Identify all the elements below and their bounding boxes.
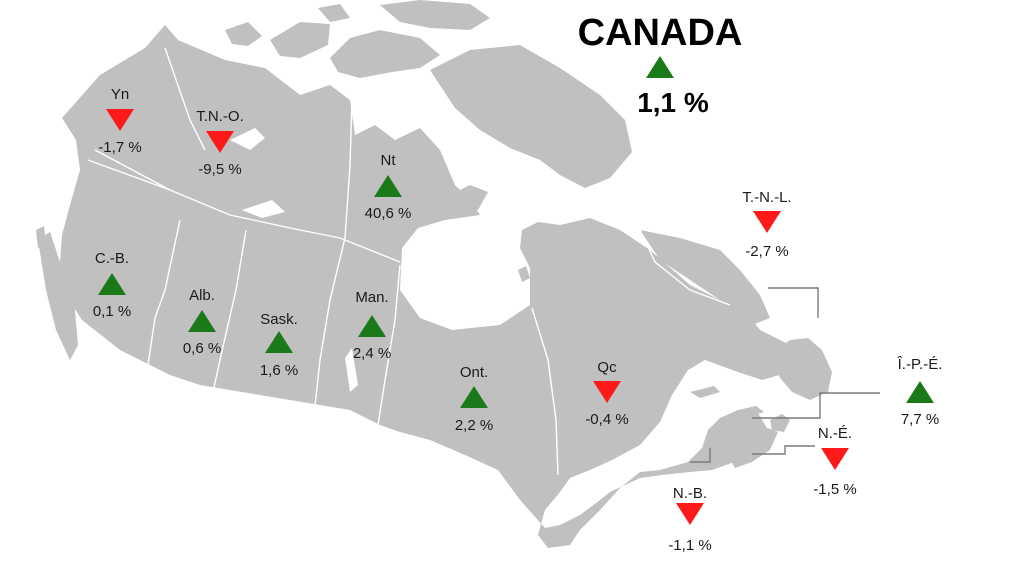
region-value: 7,7 % bbox=[901, 411, 939, 428]
region-abbr: Alb. bbox=[189, 287, 215, 304]
up-arrow-icon bbox=[906, 381, 934, 403]
region-labels: Yn -1,7 % T.N.-O. -9,5 % Nt 40,6 % C.-B. 0,1 % A… bbox=[93, 86, 943, 554]
region-abbr: Yn bbox=[111, 86, 129, 103]
region-abbr: Sask. bbox=[260, 311, 298, 328]
region-cb: C.-B. 0,1 % bbox=[93, 250, 131, 320]
region-tnl: T.-N.-L. -2,7 % bbox=[742, 189, 791, 260]
region-value: -2,7 % bbox=[745, 243, 788, 260]
region-value: 0,1 % bbox=[93, 303, 131, 320]
region-sask: Sask. 1,6 % bbox=[260, 311, 298, 379]
region-alb: Alb. 0,6 % bbox=[183, 287, 221, 357]
region-nb: N.-B. -1,1 % bbox=[668, 485, 711, 554]
region-value: -1,7 % bbox=[98, 139, 141, 156]
region-abbr: Nt bbox=[381, 152, 397, 169]
region-tno: T.N.-O. -9,5 % bbox=[196, 108, 244, 178]
region-value: 2,4 % bbox=[353, 345, 391, 362]
region-ont: Ont. 2,2 % bbox=[455, 364, 493, 434]
region-nt: Nt 40,6 % bbox=[365, 152, 412, 222]
region-abbr: Ont. bbox=[460, 364, 488, 381]
region-ne: N.-É. -1,5 % bbox=[813, 425, 856, 498]
up-arrow-icon bbox=[374, 175, 402, 197]
up-arrow-icon bbox=[460, 386, 488, 408]
region-abbr: T.N.-O. bbox=[196, 108, 244, 125]
national-up-arrow-icon bbox=[646, 56, 674, 78]
region-man: Man. 2,4 % bbox=[353, 289, 391, 362]
region-value: 1,6 % bbox=[260, 362, 298, 379]
region-value: 0,6 % bbox=[183, 340, 221, 357]
down-arrow-icon bbox=[106, 109, 134, 131]
region-value: 40,6 % bbox=[365, 205, 412, 222]
region-abbr: N.-É. bbox=[818, 425, 852, 442]
down-arrow-icon bbox=[206, 131, 234, 153]
region-value: -1,1 % bbox=[668, 537, 711, 554]
national-value: 1,1 % bbox=[637, 87, 709, 118]
region-value: -1,5 % bbox=[813, 481, 856, 498]
up-arrow-icon bbox=[265, 331, 293, 353]
up-arrow-icon bbox=[358, 315, 386, 337]
inland-water bbox=[230, 128, 498, 486]
region-qc: Qc -0,4 % bbox=[585, 359, 628, 428]
leader-lines bbox=[690, 287, 880, 463]
region-value: -0,4 % bbox=[585, 411, 628, 428]
landmass bbox=[36, 0, 832, 548]
provincial-borders bbox=[87, 47, 731, 476]
region-value: -9,5 % bbox=[198, 161, 241, 178]
up-arrow-icon bbox=[188, 310, 216, 332]
region-abbr: Qc bbox=[597, 359, 617, 376]
region-abbr: Man. bbox=[355, 289, 388, 306]
region-yn: Yn -1,7 % bbox=[98, 86, 141, 156]
region-abbr: C.-B. bbox=[95, 250, 129, 267]
region-abbr: T.-N.-L. bbox=[742, 189, 791, 206]
region-ipe: Î.-P.-É. 7,7 % bbox=[897, 356, 943, 428]
region-value: 2,2 % bbox=[455, 417, 493, 434]
down-arrow-icon bbox=[753, 211, 781, 233]
down-arrow-icon bbox=[821, 448, 849, 470]
region-abbr: Î.-P.-É. bbox=[897, 356, 943, 373]
region-abbr: N.-B. bbox=[673, 485, 707, 502]
map-title: CANADA bbox=[578, 12, 743, 54]
down-arrow-icon bbox=[593, 381, 621, 403]
up-arrow-icon bbox=[98, 273, 126, 295]
down-arrow-icon bbox=[676, 503, 704, 525]
